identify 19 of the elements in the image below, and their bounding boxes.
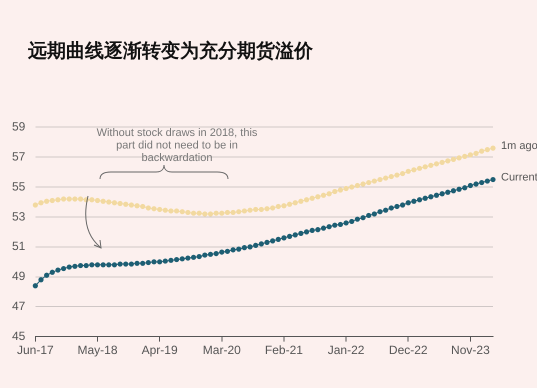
y-tick-label: 57 (12, 149, 26, 164)
y-tick-label: 45 (12, 328, 26, 343)
x-tick-label: Jun-17 (16, 343, 54, 358)
y-tick-label: 51 (12, 239, 26, 254)
y-tick-label: 53 (12, 209, 26, 224)
y-tick-label: 49 (12, 269, 26, 284)
x-tick-label: Nov-23 (451, 343, 490, 358)
y-tick-label: 47 (12, 299, 26, 313)
x-tick-label: Dec-22 (388, 343, 428, 358)
series-label: 1m ago (501, 140, 537, 152)
annotation: Without stock draws in 2018, this part did not need to be in backwardation (96, 127, 258, 164)
chart-title: 远期曲线逐渐转变为充分期货溢价 (28, 39, 313, 64)
x-tick-label: May-18 (77, 343, 118, 358)
x-tick-label: Mar-20 (202, 343, 242, 358)
y-tick-label: 55 (12, 179, 26, 194)
x-tick-label: Feb-21 (264, 343, 304, 358)
y-tick-label: 59 (12, 120, 26, 134)
x-tick-label: Apr-19 (142, 343, 178, 358)
x-tick-label: Jan-22 (328, 343, 365, 358)
